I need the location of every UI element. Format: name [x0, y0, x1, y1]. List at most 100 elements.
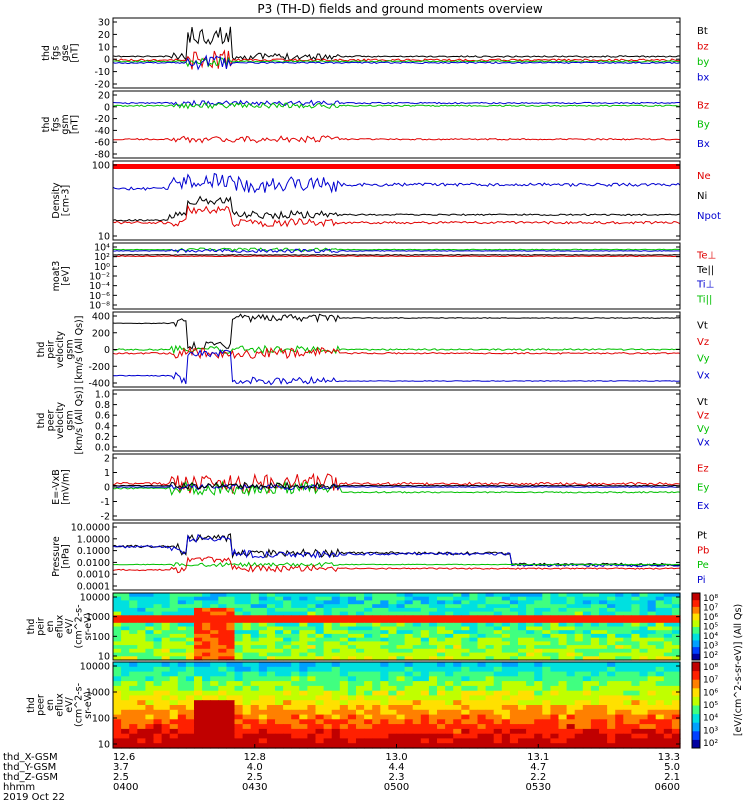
heatmap-cell	[161, 662, 171, 668]
heatmap-cell	[137, 656, 146, 661]
heatmap-cell	[396, 733, 406, 740]
heatmap-cell	[453, 738, 462, 744]
heatmap-cell	[388, 626, 398, 631]
heatmap-cell	[493, 728, 503, 735]
heatmap-cell	[518, 728, 527, 735]
heatmap-cell	[161, 607, 171, 613]
heatmap-cell	[655, 690, 665, 697]
heatmap-cell	[550, 630, 560, 635]
heatmap-cell	[663, 676, 673, 682]
heatmap-cell	[372, 671, 381, 677]
heatmap-cell	[396, 690, 406, 697]
heatmap-cell	[356, 637, 365, 642]
heatmap-cell	[590, 724, 600, 730]
heatmap-cell	[550, 645, 560, 650]
heatmap-cell	[177, 596, 187, 601]
x-tick-label: 0430	[242, 782, 267, 793]
heatmap-cell	[234, 596, 244, 601]
heatmap-cell	[623, 604, 632, 609]
heatmap-cell	[339, 700, 349, 706]
heatmap-cell	[266, 604, 276, 609]
heatmap-cell	[412, 681, 422, 687]
heatmap-cell	[461, 604, 470, 609]
heatmap-cell	[250, 676, 260, 682]
heatmap-cell	[574, 656, 584, 661]
heatmap-cell	[501, 662, 511, 668]
heatmap-cell	[323, 641, 333, 646]
heatmap-cell	[590, 685, 600, 692]
heatmap-cell	[453, 666, 462, 673]
colorbar-tick-label: 10⁷	[703, 676, 718, 686]
heatmap-cell	[655, 738, 665, 744]
heatmap-cell	[623, 626, 632, 631]
heatmap-cell	[526, 600, 535, 605]
heatmap-cell	[250, 600, 260, 605]
heatmap-cell	[558, 593, 568, 598]
heatmap-cell	[574, 666, 584, 673]
heatmap-cell	[275, 611, 284, 616]
y-tick-label: 20	[98, 91, 110, 102]
heatmap-cell	[177, 676, 187, 682]
heatmap-cell	[574, 724, 584, 730]
y-axis-label: eV/	[64, 618, 75, 634]
heatmap-cell	[169, 652, 179, 657]
heatmap-cell	[615, 724, 624, 730]
heatmap-cell	[623, 738, 632, 744]
heatmap-cell	[315, 637, 325, 642]
heatmap-cell	[663, 685, 673, 692]
heatmap-cell	[445, 685, 454, 692]
heatmap-cell	[607, 700, 616, 706]
heatmap-cell	[558, 662, 568, 668]
heatmap-cell	[266, 652, 276, 657]
heatmap-cell	[347, 709, 357, 716]
heatmap-cell	[574, 645, 584, 650]
heatmap-cell	[202, 700, 211, 706]
heatmap-cell	[420, 738, 430, 744]
heatmap-cell	[185, 719, 195, 725]
heatmap-cell	[582, 681, 592, 687]
heatmap-cell	[534, 604, 543, 609]
y-tick-label: 1.0	[95, 390, 110, 401]
heatmap-cell	[404, 604, 414, 609]
heatmap-cell	[501, 728, 511, 735]
heatmap-cell	[388, 619, 398, 624]
heatmap-cell	[493, 630, 503, 635]
y-tick-label: 0.2	[95, 432, 110, 443]
y-tick-label: 100	[92, 714, 110, 725]
heatmap-cell	[428, 676, 438, 682]
heatmap-cell	[275, 724, 284, 730]
heatmap-cell	[299, 662, 308, 668]
heatmap-cell	[582, 637, 592, 642]
heatmap-cell	[518, 626, 527, 631]
heatmap-cell	[226, 681, 236, 687]
heatmap-cell	[137, 615, 146, 620]
heatmap-cell	[534, 637, 543, 642]
heatmap-cell	[161, 645, 171, 650]
heatmap-cell	[526, 593, 535, 598]
heatmap-cell	[194, 656, 203, 661]
heatmap-cell	[655, 630, 665, 635]
heatmap-cell	[323, 685, 333, 692]
heatmap-cell	[210, 724, 219, 730]
legend-entry: Ni	[697, 191, 707, 202]
heatmap-cell	[258, 611, 268, 616]
heatmap-cell	[258, 676, 268, 682]
heatmap-cell	[347, 645, 357, 650]
heatmap-cell	[234, 607, 244, 613]
heatmap-cell	[137, 652, 146, 657]
heatmap-cell	[194, 630, 203, 635]
heatmap-cell	[331, 662, 341, 668]
heatmap-cell	[291, 662, 300, 668]
heatmap-cell	[266, 676, 276, 682]
heatmap-cell	[218, 607, 227, 613]
legend-entry: Pb	[697, 545, 709, 556]
heatmap-cell	[582, 641, 592, 646]
heatmap-cell	[275, 633, 284, 639]
heatmap-cell	[671, 709, 681, 716]
heatmap-cell	[218, 695, 227, 701]
heatmap-cell	[275, 648, 284, 654]
heatmap-cell	[534, 733, 543, 740]
heatmap-cell	[275, 662, 284, 668]
heatmap-cell	[202, 593, 211, 598]
panel-frame	[112, 522, 681, 591]
